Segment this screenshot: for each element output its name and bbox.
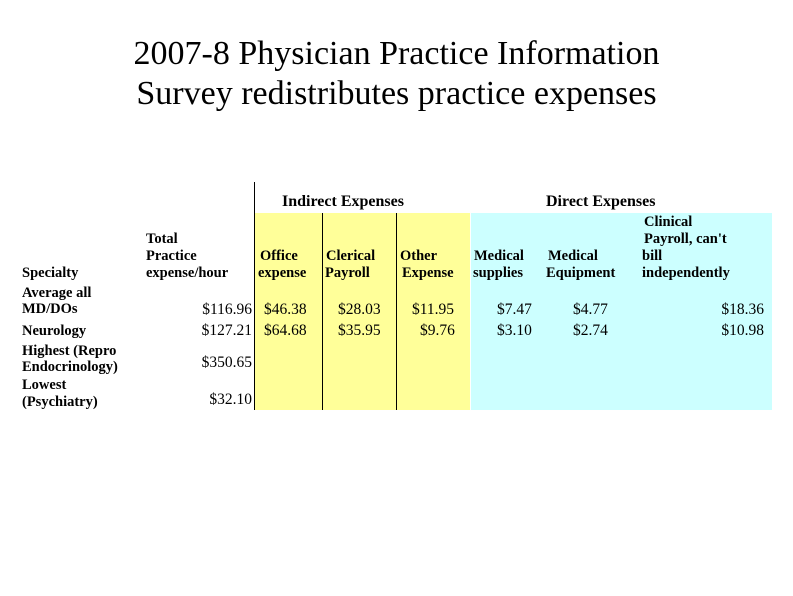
slide-title-line-1: 2007-8 Physician Practice Information [133,35,660,72]
cell-medical-equipment: $2.74 [573,322,608,339]
row-specialty: Average all [22,285,92,301]
cell-clerical: $28.03 [338,301,381,318]
direct-expenses-header: Direct Expenses [546,193,656,210]
cell-office: $46.38 [264,301,307,318]
indirect-expenses-header: Indirect Expenses [282,193,404,210]
indirect-expenses-band [255,213,470,410]
cell-medical-supplies: $3.10 [497,322,532,339]
cell-office: $64.68 [264,322,307,339]
row-specialty: MD/DOs [22,301,78,317]
direct-expenses-band [471,213,772,410]
cell-clerical: $35.95 [338,322,381,339]
row-specialty: Lowest [22,377,67,393]
column-divider [254,182,255,410]
cell-medical-equipment: $4.77 [573,301,608,318]
slide-title: 2007-8 Physician Practice Information Su… [0,34,793,114]
cell-total: $32.10 [209,391,252,408]
row-specialty: Endocrinology) [22,359,118,375]
cell-total: $116.96 [202,301,252,318]
row-specialty: (Psychiatry) [22,394,98,410]
cell-total: $127.21 [201,322,252,339]
cell-medical-supplies: $7.47 [497,301,532,318]
column-divider [322,213,323,410]
column-divider [396,213,397,410]
cell-total: $350.65 [201,354,252,371]
cell-other: $11.95 [412,301,455,318]
row-specialty: Neurology [22,323,87,339]
cell-other: $9.76 [420,322,455,339]
row-specialty: Highest (Repro [22,343,117,359]
slide-title-line-2: Survey redistributes practice expenses [136,75,657,112]
header-specialty: Specialty [22,265,79,281]
cell-clinical-payroll: $10.98 [721,322,764,339]
cell-clinical-payroll: $18.36 [721,301,764,318]
